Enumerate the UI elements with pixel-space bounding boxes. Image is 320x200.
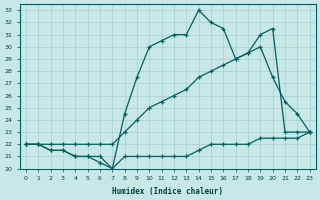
X-axis label: Humidex (Indice chaleur): Humidex (Indice chaleur) <box>112 187 223 196</box>
